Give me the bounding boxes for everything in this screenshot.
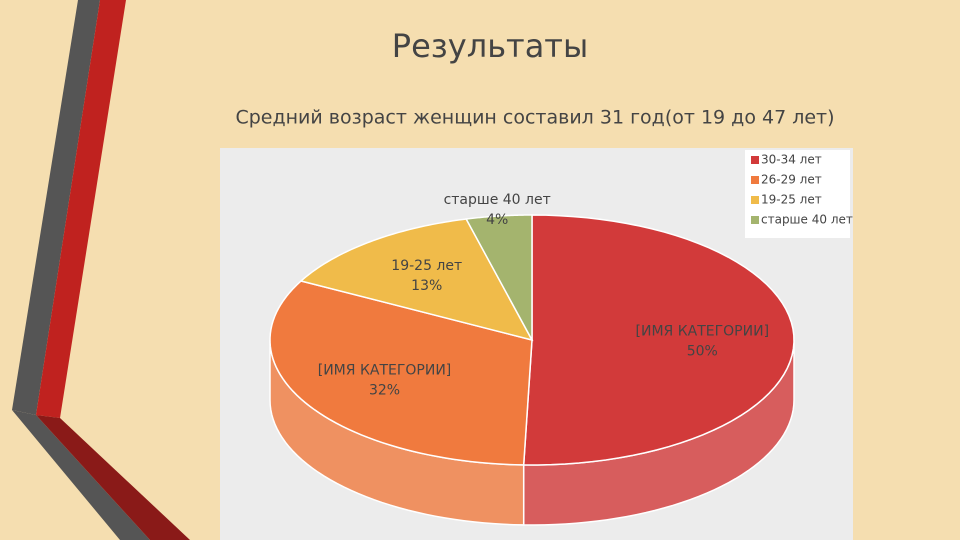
data-label: старше 40 лет 4% (444, 192, 551, 228)
slice (522, 214, 795, 466)
decor-stripe (12, 410, 150, 540)
slide-title: Результаты (392, 27, 588, 65)
slice (465, 214, 533, 341)
legend-label: 26-29 лет (761, 173, 822, 187)
legend-label: 19-25 лет (761, 193, 822, 207)
slide-subtitle: Средний возраст женщин составил 31 год(о… (235, 107, 834, 129)
decor-stripe (36, 415, 190, 540)
legend-swatch (751, 196, 759, 204)
legend-box (745, 150, 850, 238)
decor-stripe (36, 0, 126, 418)
legend-label: 30-34 лет (761, 153, 822, 167)
legend-swatch (751, 176, 759, 184)
data-label-value: 4% (486, 212, 508, 228)
legend-swatch (751, 216, 759, 224)
data-label-name: 19-25 лет (391, 258, 462, 274)
data-label-value: 13% (411, 278, 442, 294)
data-label: [ИМЯ КАТЕГОРИИ] 50% (636, 323, 770, 359)
decor-stripe (12, 0, 100, 415)
data-label-value: 50% (687, 343, 718, 359)
data-label: [ИМЯ КАТЕГОРИИ] 32% (318, 363, 452, 399)
data-label: 19-25 лет 13% (391, 258, 462, 294)
data-label-value: 32% (369, 383, 400, 399)
slice (299, 218, 534, 342)
legend-label: старше 40 лет (761, 213, 853, 227)
data-label-name: [ИМЯ КАТЕГОРИИ] (318, 363, 452, 379)
data-label-name: старше 40 лет (444, 192, 551, 208)
data-label-name: [ИМЯ КАТЕГОРИИ] (636, 323, 770, 339)
slice (269, 280, 533, 466)
legend-swatch (751, 156, 759, 164)
